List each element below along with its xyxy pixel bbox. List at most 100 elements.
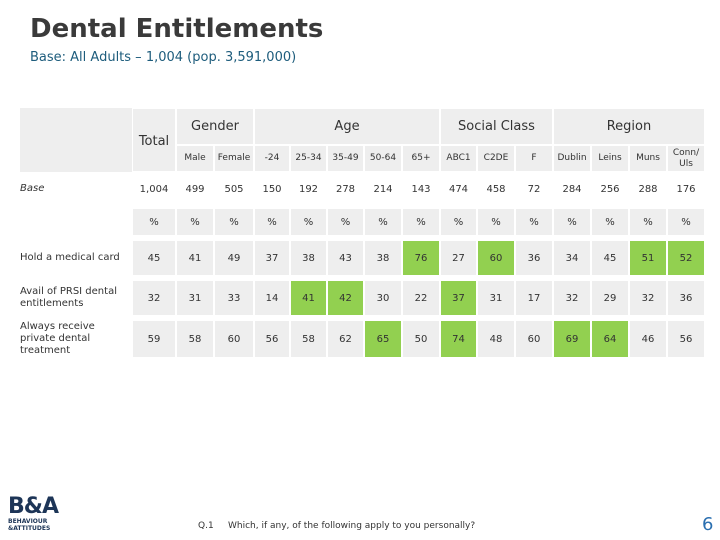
column-header: -24 — [254, 145, 290, 172]
group-header: Age — [254, 108, 440, 145]
value: 45 — [591, 240, 629, 276]
unit: % — [214, 208, 254, 236]
unit: % — [132, 208, 176, 236]
value: 60 — [477, 240, 515, 276]
value: 34 — [553, 240, 591, 276]
value: 50 — [402, 320, 440, 358]
value: 36 — [515, 240, 553, 276]
value: 29 — [591, 280, 629, 316]
base-value: 284 — [553, 176, 591, 202]
unit: % — [440, 208, 477, 236]
value: 38 — [290, 240, 327, 276]
unit: % — [327, 208, 364, 236]
header-total: Total — [132, 108, 176, 172]
table: Total Gender Age Social Class Region Male Fema… — [20, 108, 705, 358]
title: Dental Entitlements — [30, 14, 324, 44]
value: 52 — [667, 240, 705, 276]
question-number: Q.1 — [198, 521, 214, 531]
base-value: 214 — [364, 176, 402, 202]
base-value: 474 — [440, 176, 477, 202]
value: 33 — [214, 280, 254, 316]
value: 27 — [440, 240, 477, 276]
logo-text: &ATTITUDES — [8, 525, 51, 532]
value: 59 — [132, 320, 176, 358]
base-value: 256 — [591, 176, 629, 202]
base-value: 278 — [327, 176, 364, 202]
base-value: 150 — [254, 176, 290, 202]
column-header: Male — [176, 145, 214, 172]
unit: % — [290, 208, 327, 236]
value: 41 — [176, 240, 214, 276]
column-header: 25-34 — [290, 145, 327, 172]
base-value: 176 — [667, 176, 705, 202]
page-number: 6 — [702, 514, 714, 535]
base-value: 192 — [290, 176, 327, 202]
subtitle: Base: All Adults – 1,004 (pop. 3,591,000… — [30, 50, 297, 65]
column-header: C2DE — [477, 145, 515, 172]
unit: % — [591, 208, 629, 236]
value: 38 — [364, 240, 402, 276]
value: 49 — [214, 240, 254, 276]
group-header: Region — [553, 108, 705, 145]
unit: % — [402, 208, 440, 236]
value: 51 — [629, 240, 667, 276]
base-value: 505 — [214, 176, 254, 202]
value: 32 — [629, 280, 667, 316]
value: 45 — [132, 240, 176, 276]
base-value: 458 — [477, 176, 515, 202]
column-header: Muns — [629, 145, 667, 172]
value: 64 — [591, 320, 629, 358]
value: 22 — [402, 280, 440, 316]
value: 31 — [176, 280, 214, 316]
value: 62 — [327, 320, 364, 358]
value: 14 — [254, 280, 290, 316]
value: 37 — [440, 280, 477, 316]
base-value: 499 — [176, 176, 214, 202]
group-header: Social Class — [440, 108, 553, 145]
column-header: Dublin — [553, 145, 591, 172]
column-header: 65+ — [402, 145, 440, 172]
unit: % — [667, 208, 705, 236]
value: 74 — [440, 320, 477, 358]
unit: % — [553, 208, 591, 236]
unit: % — [176, 208, 214, 236]
column-header: 35-49 — [327, 145, 364, 172]
unit: % — [254, 208, 290, 236]
value: 31 — [477, 280, 515, 316]
value: 60 — [515, 320, 553, 358]
base-value: 72 — [515, 176, 553, 202]
group-header: Gender — [176, 108, 254, 145]
unit: % — [477, 208, 515, 236]
value: 36 — [667, 280, 705, 316]
value: 46 — [629, 320, 667, 358]
column-header: 50-64 — [364, 145, 402, 172]
value: 69 — [553, 320, 591, 358]
value: 48 — [477, 320, 515, 358]
logo-mark: B&A — [8, 494, 59, 519]
column-header: Female — [214, 145, 254, 172]
value: 58 — [290, 320, 327, 358]
value: 65 — [364, 320, 402, 358]
unit: % — [515, 208, 553, 236]
value: 32 — [553, 280, 591, 316]
value: 41 — [290, 280, 327, 316]
logo-text: BEHAVIOUR — [8, 518, 48, 525]
column-header: F — [515, 145, 553, 172]
row-label: Hold a medical card — [20, 252, 120, 263]
value: 17 — [515, 280, 553, 316]
value: 56 — [254, 320, 290, 358]
column-header: Conn/ Uls — [667, 145, 705, 172]
value: 32 — [132, 280, 176, 316]
logo: B&A BEHAVIOUR &ATTITUDES — [8, 494, 60, 533]
value: 30 — [364, 280, 402, 316]
value: 56 — [667, 320, 705, 358]
row-label: Always receive private dental treatment — [20, 321, 95, 356]
base-value: 143 — [402, 176, 440, 202]
row-label: Avail of PRSI dental entitlements — [20, 286, 117, 309]
value: 60 — [214, 320, 254, 358]
value: 58 — [176, 320, 214, 358]
base-value: 1,004 — [132, 176, 176, 202]
value: 76 — [402, 240, 440, 276]
column-header: Leins — [591, 145, 629, 172]
base-value: 288 — [629, 176, 667, 202]
